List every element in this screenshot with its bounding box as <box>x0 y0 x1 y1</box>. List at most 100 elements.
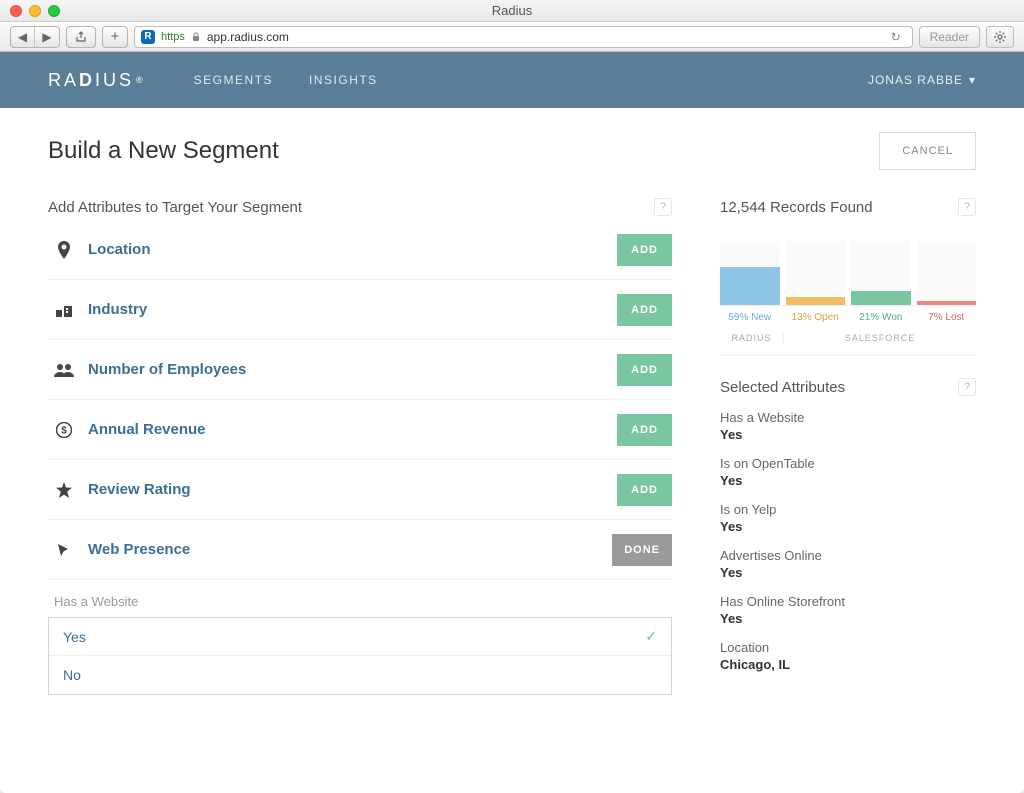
chart-bar <box>786 241 846 305</box>
selected-attribute: Is on YelpYes <box>720 502 976 534</box>
selected-attribute-value: Yes <box>720 611 976 626</box>
attribute-label[interactable]: Industry <box>88 301 617 318</box>
attribute-row: $ Annual RevenueADD <box>48 400 672 460</box>
selected-attribute-value: Yes <box>720 519 976 534</box>
trademark-icon: ® <box>136 75 146 85</box>
choice-option[interactable]: No <box>49 656 671 694</box>
selected-attribute-label: Has Online Storefront <box>720 594 976 609</box>
source-radius: RADIUS <box>720 333 784 343</box>
building-icon <box>54 300 74 320</box>
logo-text-suffix: IUS <box>95 70 134 91</box>
check-icon: ✓ <box>645 628 657 645</box>
selected-heading: Selected Attributes ? <box>720 378 976 396</box>
add-bookmark-button[interactable]: + <box>103 27 127 47</box>
add-button[interactable]: ADD <box>617 294 672 326</box>
selected-attribute-value: Chicago, IL <box>720 657 976 672</box>
selected-attribute-value: Yes <box>720 427 976 442</box>
browser-window: Radius ◀ ▶ + R https app.radius.com ↻ Re… <box>0 0 1024 793</box>
selected-attribute: Advertises Online Yes <box>720 548 976 580</box>
chart-bar-label: 13% Open <box>786 312 846 323</box>
selected-attribute-label: Is on OpenTable <box>720 456 976 471</box>
done-button[interactable]: DONE <box>612 534 672 566</box>
help-button[interactable]: ? <box>958 378 976 396</box>
selected-attribute-label: Location <box>720 640 976 655</box>
source-labels: RADIUS SALESFORCE <box>720 333 976 356</box>
page-title: Build a New Segment <box>48 137 279 165</box>
chart-bar <box>720 241 780 305</box>
records-heading: 12,544 Records Found ? <box>720 198 976 216</box>
choice-label: Yes <box>63 629 86 645</box>
selected-attribute-value: Yes <box>720 473 976 488</box>
attribute-row: Number of EmployeesADD <box>48 340 672 400</box>
choice-option[interactable]: Yes ✓ <box>49 618 671 656</box>
share-button-group <box>66 26 96 48</box>
help-button[interactable]: ? <box>654 198 672 216</box>
add-button[interactable]: ADD <box>617 234 672 266</box>
attribute-label[interactable]: Annual Revenue <box>88 421 617 438</box>
attribute-row: Review RatingADD <box>48 460 672 520</box>
selected-attribute-value: Yes <box>720 565 976 580</box>
chevron-down-icon: ▾ <box>969 73 976 87</box>
selected-heading-text: Selected Attributes <box>720 379 845 396</box>
attributes-heading: Add Attributes to Target Your Segment ? <box>48 198 672 216</box>
chart-bar <box>851 241 911 305</box>
selected-attribute: Is on OpenTable Yes <box>720 456 976 488</box>
source-salesforce: SALESFORCE <box>784 333 976 343</box>
page-header: Build a New Segment CANCEL <box>0 132 1024 170</box>
reload-button[interactable]: ↻ <box>886 30 906 44</box>
user-name: JONAS RABBE <box>868 73 963 87</box>
attributes-list: LocationADDIndustryADDNumber of Employee… <box>48 220 672 580</box>
share-button[interactable] <box>67 27 95 47</box>
share-icon <box>75 31 87 43</box>
pin-icon <box>54 240 74 260</box>
gear-icon <box>993 30 1007 44</box>
user-menu[interactable]: JONAS RABBE ▾ <box>868 73 976 87</box>
selected-attribute-label: Advertises Online <box>720 548 976 563</box>
chart-bar-label: 59% New <box>720 312 780 323</box>
dollar-icon: $ <box>54 420 74 440</box>
selected-attributes-list: Has a WebsiteYesIs on OpenTableYesIs on … <box>720 410 976 672</box>
add-button[interactable]: ADD <box>617 354 672 386</box>
nav-segments[interactable]: SEGMENTS <box>194 73 273 87</box>
forward-button[interactable]: ▶ <box>35 27 59 47</box>
results-chart <box>720 230 976 306</box>
add-button[interactable]: ADD <box>617 474 672 506</box>
url-bar[interactable]: R https app.radius.com ↻ <box>134 26 913 48</box>
selected-attribute: Location Chicago, IL <box>720 640 976 672</box>
people-icon <box>54 360 74 380</box>
attribute-label[interactable]: Location <box>88 241 617 258</box>
nav-buttons: ◀ ▶ <box>10 26 60 48</box>
selected-attribute: Has Online Storefront Yes <box>720 594 976 626</box>
logo-text-accent: D <box>79 70 95 91</box>
attributes-heading-text: Add Attributes to Target Your Segment <box>48 199 302 216</box>
sub-attribute-label: Has a Website <box>54 594 672 609</box>
settings-button[interactable] <box>986 26 1014 48</box>
results-column: 12,544 Records Found ? 59% New 13% Open 21… <box>720 198 976 695</box>
page-body: Add Attributes to Target Your Segment ? … <box>0 170 1024 695</box>
reader-button[interactable]: Reader <box>919 26 980 48</box>
url-text: app.radius.com <box>207 30 289 44</box>
add-button-group: + <box>102 26 128 48</box>
attribute-label[interactable]: Review Rating <box>88 481 617 498</box>
back-button[interactable]: ◀ <box>11 27 35 47</box>
logo[interactable]: RADIUS® <box>48 70 146 91</box>
attribute-row: LocationADD <box>48 220 672 280</box>
chart-bar-label: 7% Lost <box>917 312 977 323</box>
logo-text-prefix: RA <box>48 70 79 91</box>
help-button[interactable]: ? <box>958 198 976 216</box>
chart-labels: 59% New 13% Open 21% Won 7% Lost <box>720 312 976 323</box>
attribute-row: Web PresenceDONE <box>48 520 672 580</box>
chart-bar-label: 21% Won <box>851 312 911 323</box>
choice-label: No <box>63 667 81 683</box>
favicon-icon: R <box>141 30 155 44</box>
browser-toolbar: ◀ ▶ + R https app.radius.com ↻ Reader <box>0 22 1024 52</box>
records-heading-text: 12,544 Records Found <box>720 199 873 216</box>
selected-attribute-label: Has a Website <box>720 410 976 425</box>
nav-insights[interactable]: INSIGHTS <box>309 73 378 87</box>
attribute-label[interactable]: Web Presence <box>88 541 612 558</box>
cancel-button[interactable]: CANCEL <box>879 132 976 170</box>
add-button[interactable]: ADD <box>617 414 672 446</box>
star-icon <box>54 480 74 500</box>
attribute-row: IndustryADD <box>48 280 672 340</box>
attribute-label[interactable]: Number of Employees <box>88 361 617 378</box>
